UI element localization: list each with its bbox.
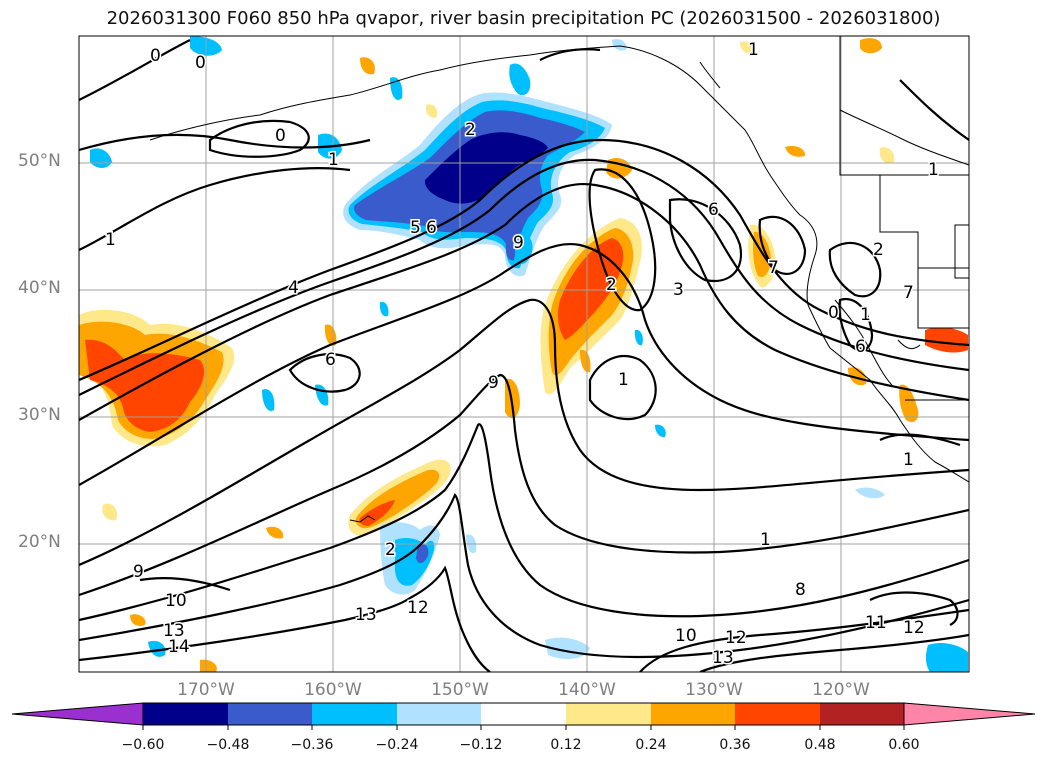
contour-label: 14 [168, 637, 190, 657]
graticule [79, 36, 969, 672]
positive-anomaly-jet [540, 218, 642, 395]
contour-label: 0 [195, 53, 206, 73]
contour-label: 2 [465, 120, 476, 140]
contour-label: 13 [163, 621, 185, 641]
contour-label: 12 [903, 618, 925, 638]
contour-label: 0 [828, 303, 839, 323]
negative-anomaly-north-pacific [343, 92, 612, 277]
lon-label: 140°W [558, 680, 616, 700]
lat-label: 30°N [18, 405, 61, 425]
contour-label: 0 [275, 126, 286, 146]
lon-label: 120°W [812, 680, 870, 700]
contour-label: 1 [928, 160, 939, 180]
contours [79, 39, 969, 672]
contour-label: 6 [708, 200, 719, 220]
map-title: 2026031300 F060 850 hPa qvapor, river ba… [106, 8, 941, 29]
contour-label: 4 [288, 278, 299, 298]
colorbar-tick-label: 0.60 [888, 737, 920, 753]
contour-label: 13 [355, 605, 377, 625]
contour-label: 1 [618, 370, 629, 390]
lon-label: 170°W [177, 680, 235, 700]
contour-label: 8 [795, 580, 806, 600]
contour-label: 9 [513, 233, 524, 253]
contour-label: 1 [105, 230, 116, 250]
contour-label: 5 [410, 218, 421, 238]
contour-label: 13 [712, 648, 734, 668]
colorbar-swatch [143, 703, 228, 725]
contour-label: 11 [865, 613, 887, 633]
colorbar-tick-label: −0.36 [290, 737, 334, 753]
contour-label: 7 [903, 283, 914, 303]
colorbar-swatch [481, 703, 566, 725]
colorbar-swatch [735, 703, 820, 725]
positive-anomaly-south [348, 459, 451, 536]
colorbar-tick-label: −0.48 [206, 737, 250, 753]
contour-labels: 0 0 0 0 1 1 1 1 1 1 1 1 2 2 2 2 3 4 5 6 … [104, 39, 941, 670]
contour-label: 10 [165, 591, 187, 611]
colorbar-swatch [820, 703, 904, 725]
colorbar [11, 702, 1036, 730]
contour-label: 1 [748, 40, 759, 60]
contour-label: 2 [873, 240, 884, 260]
colorbar-tick-label: −0.12 [459, 737, 503, 753]
colorbar-swatch [228, 703, 312, 725]
colorbar-tick-label: 0.36 [719, 737, 751, 753]
contour-label: 1 [860, 305, 871, 325]
contour-label: 2 [385, 540, 396, 560]
contour-label: 0 [150, 46, 161, 66]
contour-label: 9 [488, 373, 499, 393]
map-frame [78, 35, 970, 673]
contour-label: 10 [675, 626, 697, 646]
contour-label: 12 [725, 628, 747, 648]
colorbar-tick-label: −0.60 [121, 737, 165, 753]
contour-label: 6 [426, 218, 437, 238]
colorbar-tick-label: 0.48 [804, 737, 836, 753]
contour-label: 6 [855, 337, 866, 357]
colorbar-tick-label: 0.12 [550, 737, 582, 753]
contour-label: 6 [325, 350, 336, 370]
coastlines [149, 36, 969, 523]
contour-label: 1 [903, 450, 914, 470]
colorbar-extend-low [11, 702, 144, 726]
lat-label: 50°N [18, 151, 61, 171]
lon-label: 160°W [304, 680, 362, 700]
contour-label: 2 [606, 275, 617, 295]
contour-label: 3 [673, 280, 684, 300]
colorbar-swatch [651, 703, 735, 725]
lon-label: 130°W [685, 680, 743, 700]
colorbar-tick-label: 0.24 [635, 737, 667, 753]
colorbar-extend-high [903, 702, 1036, 726]
colorbar-swatch [397, 703, 481, 725]
colorbar-tick-label: −0.24 [375, 737, 419, 753]
contour-label: 12 [407, 598, 429, 618]
lat-label: 40°N [18, 278, 61, 298]
lat-label: 20°N [18, 532, 61, 552]
colorbar-swatch [566, 703, 651, 725]
contour-label: 1 [328, 150, 339, 170]
contour-label: 9 [133, 562, 144, 582]
contour-label: 7 [768, 258, 779, 278]
lon-label: 150°W [431, 680, 489, 700]
contour-label: 1 [760, 530, 771, 550]
colorbar-swatch [312, 703, 397, 725]
